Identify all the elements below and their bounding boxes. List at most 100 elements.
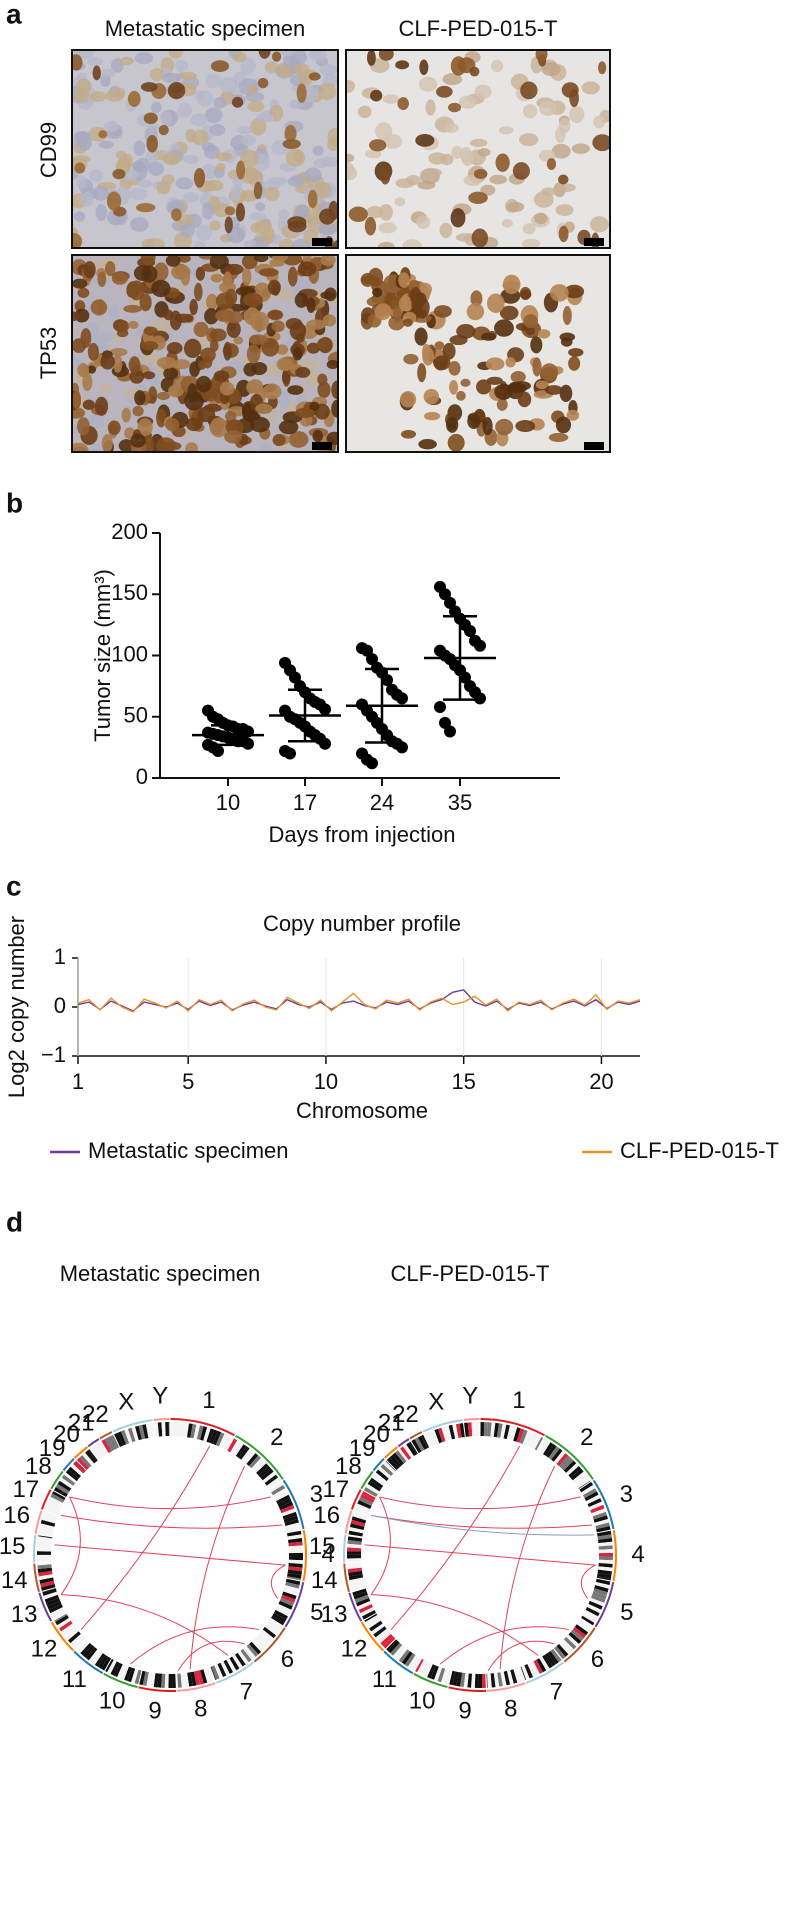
data-point <box>212 745 224 758</box>
chromosome-band <box>284 1518 299 1526</box>
stained-cell <box>236 160 246 180</box>
chromosome-band <box>64 1473 77 1484</box>
stained-cell <box>517 391 532 408</box>
panel-label: c <box>6 870 22 901</box>
chromosome-band <box>284 1585 299 1593</box>
cell <box>160 111 173 126</box>
stained-cell <box>195 266 206 281</box>
chromosome-band <box>563 1637 577 1650</box>
stained-cell <box>510 371 526 383</box>
stained-cell <box>496 398 508 411</box>
stained-cell <box>219 381 235 396</box>
cell <box>240 189 259 202</box>
stained-cell <box>177 255 191 263</box>
chromosome-band <box>246 1643 259 1657</box>
chromosome-band <box>587 1498 602 1508</box>
chromosome-band <box>377 1631 391 1644</box>
chromosome-band <box>190 1423 197 1439</box>
stained-cell <box>296 332 305 343</box>
cell <box>425 99 436 116</box>
cell <box>557 183 576 192</box>
chromosome-band <box>286 1530 302 1537</box>
x-tick-label: 17 <box>293 790 317 815</box>
stained-cell <box>272 255 289 262</box>
cell <box>191 129 209 146</box>
cell <box>357 105 372 119</box>
stained-cell <box>282 139 301 149</box>
cell <box>162 72 181 83</box>
chromosome-band <box>581 1485 596 1496</box>
chromosome-band <box>362 1609 377 1620</box>
cell <box>382 94 400 104</box>
cell <box>416 215 431 230</box>
chromosome-band <box>124 1428 133 1444</box>
chromosome-band <box>595 1522 610 1530</box>
cell <box>92 185 110 201</box>
cell <box>313 158 330 169</box>
chromosome-ring <box>153 1418 170 1421</box>
chromosome-band <box>117 1664 126 1679</box>
cell <box>177 102 193 118</box>
chromosome-ring <box>360 1621 385 1652</box>
chromosome-band <box>97 1654 109 1669</box>
chromosome-band <box>200 1669 208 1684</box>
chromosome-band <box>196 1425 204 1440</box>
cell <box>196 90 214 107</box>
chromosome-band <box>500 1423 507 1439</box>
stained-cell <box>246 380 258 394</box>
cell <box>205 180 224 192</box>
chromosome-label: 11 <box>62 1666 87 1693</box>
chromosome-band <box>264 1624 279 1636</box>
cell <box>74 131 91 140</box>
chromosome-band <box>256 1634 269 1647</box>
chromosome-band <box>563 1460 577 1473</box>
chromosome-band <box>358 1496 374 1506</box>
chromosome-band <box>510 1426 518 1441</box>
stained-cell <box>423 388 440 405</box>
cell <box>555 204 574 216</box>
chromosome-band <box>272 1488 287 1499</box>
chromosome-label: 4 <box>321 1541 334 1568</box>
data-point <box>434 700 446 713</box>
cell <box>162 152 181 166</box>
stained-cell <box>502 274 521 295</box>
link <box>379 1496 581 1510</box>
chromosome-band <box>378 1466 392 1479</box>
stained-cell <box>540 363 559 382</box>
stained-cell <box>241 255 258 270</box>
chromosome-band <box>351 1516 367 1524</box>
chromosome-ring <box>253 1627 286 1663</box>
chromosome-band <box>85 1647 98 1661</box>
chromosome-band <box>48 1496 64 1506</box>
stained-cell <box>568 347 584 357</box>
stained-cell <box>224 206 236 216</box>
stained-cell <box>495 153 510 172</box>
cell <box>378 222 397 234</box>
link <box>370 1496 391 1595</box>
micrograph <box>346 50 610 248</box>
cell <box>73 211 86 222</box>
chromosome-band <box>39 1527 54 1534</box>
chromosome-label: 3 <box>620 1481 633 1508</box>
micrograph <box>72 255 338 452</box>
cell <box>491 59 504 73</box>
chromosome-band <box>283 1588 298 1596</box>
chromosome-band <box>238 1446 250 1460</box>
cell <box>249 212 266 221</box>
chromosome-label: Y <box>152 1383 168 1410</box>
chromosome-band <box>551 1448 563 1462</box>
y-tick-label: 0 <box>136 764 148 789</box>
cell <box>287 175 304 188</box>
chromosome-band <box>503 1670 511 1686</box>
chromosome-band <box>85 1450 97 1464</box>
cell <box>346 165 358 181</box>
cell <box>119 56 134 66</box>
series-line <box>77 992 641 1013</box>
chromosome-band <box>574 1474 589 1486</box>
stained-cell <box>100 353 116 370</box>
cell <box>304 167 322 183</box>
chromosome-ring <box>563 1627 596 1663</box>
x-tick-label: 10 <box>216 790 240 815</box>
chromosome-ring <box>282 1479 305 1530</box>
cell <box>522 104 538 119</box>
